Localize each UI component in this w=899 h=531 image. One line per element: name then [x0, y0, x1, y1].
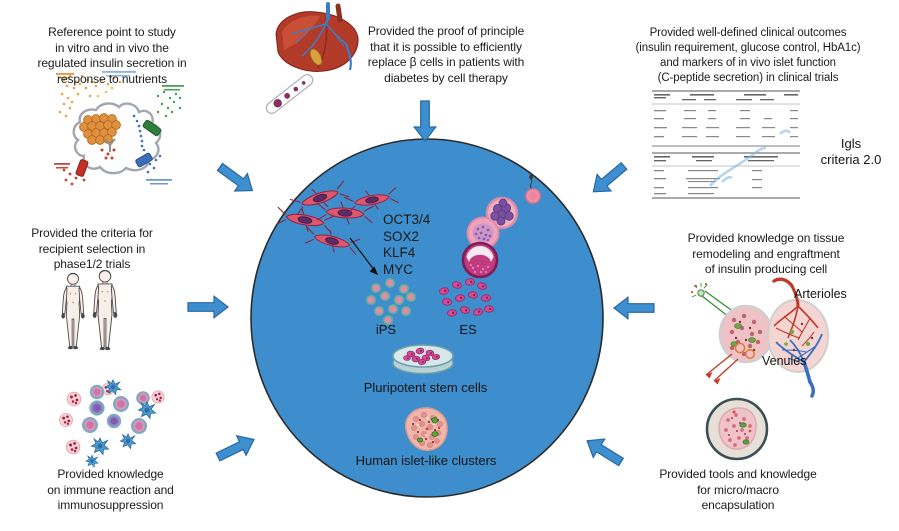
arrow-top-right — [585, 157, 632, 201]
arrow-mid-left — [187, 295, 229, 319]
ips-label: iPS — [375, 322, 397, 337]
annotation-mid-left: Provided the criteria for recipient sele… — [31, 226, 153, 271]
green-receptor-icon — [142, 119, 162, 137]
clinical-outcomes-table — [652, 90, 802, 199]
venules-label: Venules — [762, 354, 807, 368]
annotation-bottom-right: Provided tools and knowledge for micro/m… — [659, 467, 817, 512]
petri-dish-icon — [392, 344, 454, 375]
micro-label-bars — [54, 71, 184, 185]
annotation-mid-right: Provided knowledge on tissue remodeling … — [687, 231, 845, 276]
arrow-bottom-right — [580, 431, 628, 472]
reprogramming-factors-label: OCT3/4 SOX2 KLF4 MYC — [383, 212, 431, 277]
igls-criteria-label: Igls criteria 2.0 — [820, 136, 882, 167]
catheter-icon — [265, 74, 314, 114]
islet-cluster-icon — [404, 407, 448, 451]
annotation-top-center: Provided the proof of principle that it … — [367, 24, 525, 85]
arterioles-label: Arterioles — [794, 287, 847, 301]
islet-innervation-illustration — [691, 283, 774, 385]
fertilized-egg-icon — [525, 174, 541, 204]
patient-figures — [60, 269, 118, 351]
annotation-bottom-left: Provided knowledge on immune reaction an… — [47, 467, 174, 512]
arrow-mid-right — [613, 296, 655, 320]
islet-vasculature-illustration — [766, 277, 830, 398]
arrow-top-left — [213, 157, 260, 200]
immune-cells-illustration — [59, 379, 165, 468]
liver-icon — [275, 2, 359, 72]
blue-watermark-scribble — [709, 129, 792, 187]
blue-receptor-icon — [135, 152, 153, 168]
red-receptor-icon — [75, 159, 89, 177]
arrow-top-center — [413, 100, 437, 142]
patient-male — [92, 269, 118, 351]
es-label: ES — [459, 322, 477, 337]
blastocyst-icon — [461, 241, 499, 279]
reprogramming-arrow — [349, 237, 378, 275]
encapsulated-islet-illustration — [705, 397, 769, 461]
patient-female — [60, 272, 86, 350]
annotation-top-right: Provided well-defined clinical outcomes … — [635, 27, 861, 84]
pluripotent-stem-cells-label: Pluripotent stem cells — [363, 380, 488, 395]
beta-cell-diagram — [54, 71, 184, 186]
blastula-icon — [466, 216, 500, 250]
human-islet-clusters-label: Human islet-like clusters — [355, 453, 497, 468]
annotation-top-left: Reference point to study in vitro and in… — [37, 25, 187, 86]
morula-icon — [485, 196, 519, 230]
arrow-bottom-left — [212, 429, 260, 468]
